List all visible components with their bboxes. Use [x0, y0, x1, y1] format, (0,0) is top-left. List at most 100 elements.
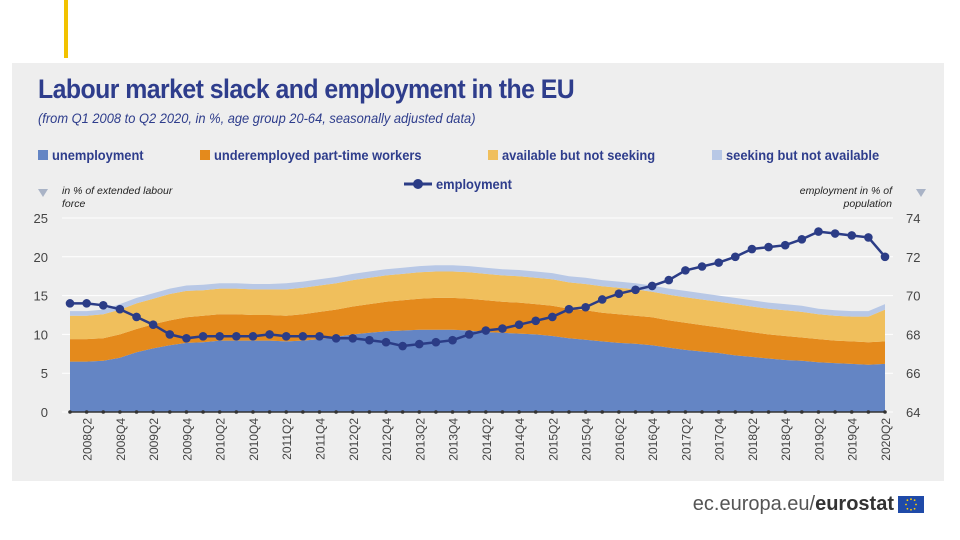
chart-subtitle: (from Q1 2008 to Q2 2020, in %, age grou… — [38, 110, 476, 126]
legend-employment: employment — [404, 176, 518, 192]
x-tick-label: 2018Q2 — [746, 418, 760, 461]
employment-point — [331, 333, 341, 343]
x-axis-tick-dot — [816, 410, 821, 414]
left-axis-title: in % of extended labour force — [62, 185, 173, 210]
x-axis-tick-dot — [883, 410, 887, 414]
legend-label-underemployed: underemployed part-time workers — [214, 147, 422, 163]
legend-label-unemployment: unemployment — [52, 147, 144, 163]
x-axis-tick-dot — [384, 410, 388, 414]
x-axis-tick-dot — [334, 410, 338, 414]
x-axis-tick-dot — [317, 410, 322, 414]
employment-point — [581, 302, 590, 312]
right-tick-label: 66 — [906, 366, 920, 381]
employment-point — [98, 301, 108, 310]
x-axis-tick-dot — [101, 410, 106, 414]
employment-point — [414, 339, 424, 349]
x-axis-tick-dot — [68, 410, 72, 414]
x-tick-label: 2012Q4 — [380, 418, 394, 461]
left-tick-label: 25 — [34, 211, 48, 226]
employment-point — [681, 266, 690, 275]
left-tick-label: 15 — [34, 289, 48, 304]
employment-point — [714, 258, 723, 267]
x-axis-tick-dot — [367, 410, 372, 414]
x-axis-tick-dot — [251, 410, 255, 414]
left-tick-label: 5 — [41, 366, 48, 381]
legend-swatch-underemployed — [200, 150, 210, 160]
x-tick-label: 2018Q4 — [779, 418, 793, 461]
x-axis-tick-dot — [833, 410, 837, 414]
employment-point — [564, 304, 574, 314]
x-tick-label: 2017Q2 — [679, 418, 693, 461]
x-axis-tick-dot — [650, 410, 654, 414]
x-tick-label: 2014Q4 — [513, 418, 527, 461]
employment-point — [398, 341, 407, 351]
employment-point — [664, 275, 674, 285]
employment-point — [697, 262, 707, 271]
x-axis-tick-dot — [517, 410, 521, 414]
employment-point — [315, 332, 324, 341]
legend-label-employment: employment — [436, 176, 512, 192]
x-axis-tick-dot — [600, 410, 605, 414]
x-axis-tick-dot — [434, 410, 438, 414]
left-tick-label: 20 — [34, 250, 48, 265]
employment-point — [647, 281, 657, 291]
employment-point — [365, 335, 374, 345]
left-axis-marker — [38, 189, 48, 197]
x-axis-tick-dot — [217, 410, 222, 414]
x-tick-label: 2015Q2 — [546, 418, 560, 461]
x-tick-label: 2016Q2 — [613, 418, 627, 461]
x-axis-tick-dot — [350, 410, 355, 414]
x-axis-tick-dot — [417, 410, 422, 414]
employment-point — [731, 252, 740, 262]
employment-point — [797, 235, 807, 244]
x-axis-tick-dot — [234, 410, 239, 414]
x-axis-tick-dot — [284, 410, 289, 414]
employment-point — [597, 295, 607, 304]
x-axis-tick-dot — [567, 410, 571, 414]
x-axis-tick-dot — [750, 410, 754, 414]
employment-point — [847, 231, 857, 240]
x-axis-tick-dot — [766, 410, 771, 414]
eu-flag-icon — [898, 496, 924, 513]
footer-url: ec.europa.eu/ — [692, 493, 816, 515]
legend-swatch-unemployment — [38, 150, 48, 160]
employment-point — [232, 332, 241, 341]
x-axis-tick-dot — [500, 410, 505, 414]
employment-point — [531, 316, 541, 326]
employment-point — [248, 332, 258, 341]
legend-available: available but not seeking — [488, 147, 669, 163]
x-axis-tick-dot — [201, 410, 205, 414]
legend-unemployment: unemployment — [38, 147, 152, 163]
right-tick-label: 64 — [906, 405, 920, 420]
employment-point — [464, 330, 474, 339]
x-axis-tick-dot — [666, 410, 671, 414]
employment-point — [381, 337, 391, 347]
employment-point — [764, 242, 773, 252]
legend-seeking: seeking but not available — [712, 147, 893, 163]
employment-point — [165, 330, 175, 339]
employment-point — [148, 320, 158, 330]
right-axis-marker — [916, 189, 926, 197]
x-axis-tick-dot — [184, 410, 189, 414]
x-axis-tick-dot — [467, 410, 471, 414]
x-tick-label: 2013Q2 — [413, 418, 427, 461]
x-tick-label: 2008Q4 — [114, 418, 128, 461]
legend-label-available: available but not seeking — [502, 147, 656, 163]
employment-point — [281, 332, 291, 341]
employment-point — [65, 299, 75, 308]
x-tick-label: 2014Q2 — [480, 418, 494, 461]
legend-swatch-seeking — [712, 150, 722, 160]
x-tick-label: 2020Q2 — [879, 418, 893, 461]
employment-point — [431, 337, 441, 347]
x-tick-label: 2017Q4 — [713, 418, 727, 461]
area-unemployment — [70, 329, 885, 412]
x-tick-label: 2016Q4 — [646, 418, 660, 461]
employment-point — [215, 332, 224, 341]
employment-point — [880, 252, 890, 262]
legend-employment-marker — [404, 179, 432, 189]
x-axis-tick-dot — [400, 410, 405, 414]
x-tick-label: 2008Q2 — [81, 418, 95, 461]
employment-point — [481, 326, 491, 335]
right-tick-label: 70 — [906, 289, 920, 304]
